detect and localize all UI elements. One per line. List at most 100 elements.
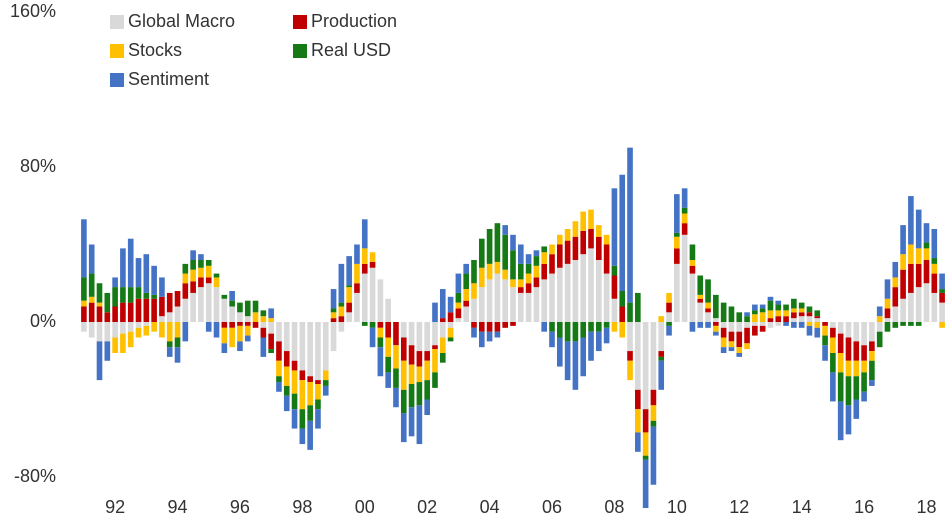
bar-segment bbox=[728, 331, 735, 342]
bar-segment bbox=[650, 322, 657, 390]
bar-segment bbox=[900, 269, 906, 299]
legend-swatch bbox=[293, 44, 307, 58]
bar-segment bbox=[837, 322, 844, 334]
bar-segment bbox=[869, 322, 875, 342]
bar-segment bbox=[377, 279, 384, 322]
bar-segment bbox=[603, 273, 610, 322]
bar-segment bbox=[369, 267, 376, 322]
bar-segment bbox=[845, 337, 852, 361]
bar-segment bbox=[915, 209, 922, 249]
bar-segment bbox=[299, 428, 306, 445]
bar-segment bbox=[736, 347, 743, 353]
bar-segment bbox=[744, 316, 750, 322]
bar-segment bbox=[88, 296, 95, 303]
bar-segment bbox=[931, 229, 938, 259]
bar-segment bbox=[447, 312, 454, 322]
bar-segment bbox=[658, 351, 665, 357]
x-tick-label: 12 bbox=[729, 497, 749, 517]
bar-segment bbox=[471, 283, 477, 299]
bar-segment bbox=[635, 409, 641, 433]
bar-segment bbox=[923, 248, 930, 260]
bar-segment bbox=[81, 219, 87, 278]
bar-segment bbox=[892, 287, 899, 307]
bar-segment bbox=[627, 322, 633, 352]
bar-segment bbox=[221, 343, 228, 353]
bar-segment bbox=[268, 349, 274, 353]
bar-segment bbox=[494, 223, 501, 262]
bar-segment bbox=[221, 327, 228, 344]
bar-segment bbox=[900, 254, 906, 270]
bar-segment bbox=[619, 291, 626, 307]
bar-segment bbox=[892, 277, 899, 288]
bar-segment bbox=[377, 327, 384, 338]
y-tick-label: 80% bbox=[20, 156, 56, 176]
x-tick-label: 94 bbox=[168, 497, 188, 517]
bar-segment bbox=[783, 316, 789, 322]
bar-segment bbox=[502, 322, 509, 328]
bar-segment bbox=[588, 209, 594, 229]
bar-segment bbox=[81, 306, 87, 322]
bar-segment bbox=[424, 322, 430, 352]
bar-segment bbox=[291, 322, 298, 361]
bar-segment bbox=[658, 360, 665, 390]
bar-segment bbox=[689, 244, 696, 260]
bar-segment bbox=[681, 207, 688, 214]
bar-segment bbox=[166, 341, 173, 348]
bar-segment bbox=[869, 380, 875, 386]
bar-segment bbox=[260, 322, 267, 328]
bar-segment bbox=[361, 219, 368, 249]
bar-segment bbox=[674, 248, 680, 264]
bar-segment bbox=[205, 260, 212, 266]
bar-segment bbox=[572, 221, 579, 237]
x-tick-label: 96 bbox=[230, 497, 250, 517]
bar-segment bbox=[283, 385, 290, 396]
x-tick-label: 14 bbox=[792, 497, 812, 517]
bar-segment bbox=[182, 263, 189, 274]
bar-segment bbox=[806, 312, 813, 317]
bar-segment bbox=[861, 322, 867, 346]
bar-segment bbox=[455, 292, 462, 303]
bar-segment bbox=[666, 325, 672, 336]
bar-segment bbox=[112, 322, 118, 338]
bar-segment bbox=[728, 322, 735, 332]
bar-segment bbox=[268, 333, 274, 350]
bar-segment bbox=[268, 322, 274, 334]
bar-segment bbox=[307, 322, 313, 377]
bar-segment bbox=[650, 405, 657, 421]
bar-segment bbox=[752, 304, 758, 311]
bar-segment bbox=[96, 283, 103, 303]
bar-segment bbox=[822, 322, 828, 326]
bar-segment bbox=[845, 322, 852, 338]
bar-segment bbox=[736, 331, 743, 348]
bar-segment bbox=[205, 265, 212, 278]
bar-segment bbox=[182, 322, 189, 342]
bar-segment bbox=[478, 331, 485, 348]
bar-segment bbox=[572, 260, 579, 322]
bar-segment bbox=[775, 304, 782, 311]
bar-segment bbox=[939, 302, 945, 322]
bar-segment bbox=[385, 322, 391, 338]
bar-segment bbox=[377, 322, 384, 328]
bar-segment bbox=[276, 382, 282, 392]
bar-segment bbox=[174, 306, 181, 322]
bar-segment bbox=[478, 238, 485, 268]
bar-segment bbox=[674, 236, 680, 249]
bar-segment bbox=[892, 322, 899, 328]
bar-segment bbox=[283, 395, 290, 412]
bar-segment bbox=[502, 234, 509, 270]
bar-segment bbox=[213, 287, 220, 322]
bar-segment bbox=[767, 310, 774, 319]
bar-segment bbox=[291, 393, 298, 410]
bar-segment bbox=[572, 341, 579, 390]
bar-segment bbox=[713, 318, 719, 322]
legend-label: Real USD bbox=[311, 40, 391, 60]
bar-segment bbox=[400, 413, 407, 443]
bar-segment bbox=[127, 287, 134, 303]
bar-segment bbox=[931, 292, 938, 322]
bar-segment bbox=[439, 322, 446, 338]
bar-segment bbox=[557, 337, 563, 367]
bar-segment bbox=[229, 306, 235, 322]
bar-segment bbox=[151, 265, 157, 295]
bar-segment bbox=[611, 188, 618, 266]
